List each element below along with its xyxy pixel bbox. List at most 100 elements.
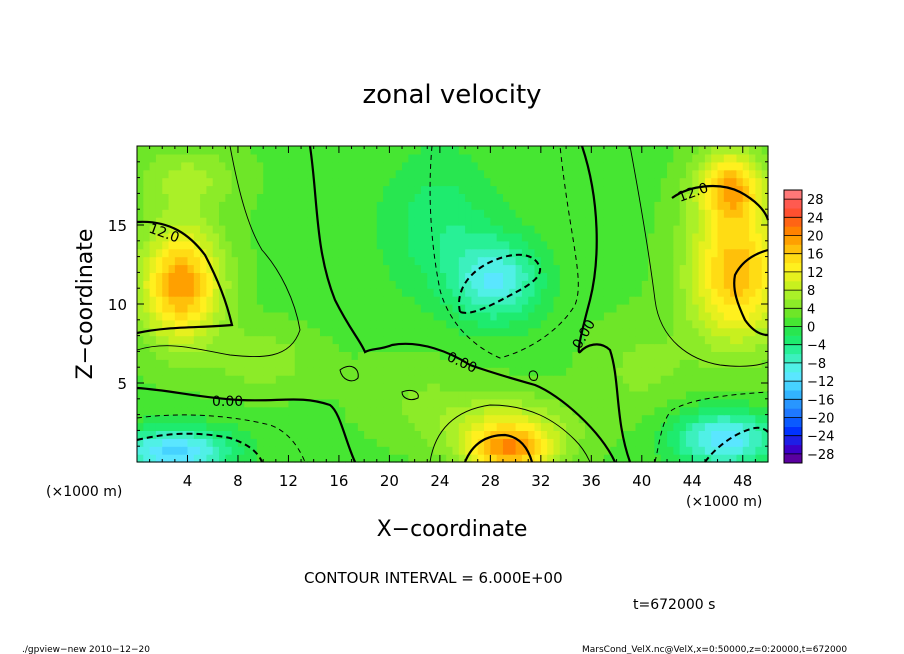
heatmap-cell <box>749 146 756 155</box>
heatmap-cell <box>187 201 195 210</box>
heatmap-cell <box>155 296 163 305</box>
heatmap-cell <box>730 232 738 242</box>
heatmap-cell <box>149 319 157 329</box>
heatmap-cell <box>603 169 611 179</box>
heatmap-cell <box>521 390 529 400</box>
heatmap-cell <box>452 256 460 266</box>
heatmap-cell <box>490 406 498 416</box>
heatmap-cell <box>742 438 750 447</box>
contour-neg-center <box>458 253 542 314</box>
heatmap-cell <box>465 240 473 250</box>
heatmap-cell <box>597 343 605 352</box>
heatmap-cell <box>704 304 712 313</box>
heatmap-cell <box>301 390 308 400</box>
heatmap-cell <box>225 367 233 376</box>
heatmap-cell <box>187 225 195 234</box>
heatmap-cell <box>155 193 163 202</box>
heatmap-cell <box>332 185 340 194</box>
heatmap-cell <box>433 193 441 202</box>
heatmap-cell <box>667 193 674 202</box>
heatmap-cell <box>162 375 170 384</box>
heatmap-cell <box>603 359 611 368</box>
heatmap-cell <box>433 185 441 194</box>
heatmap-cell <box>275 185 283 194</box>
heatmap-cell <box>471 311 479 321</box>
heatmap-cell <box>452 272 460 281</box>
heatmap-cell <box>679 398 687 408</box>
heatmap-cell <box>395 398 403 408</box>
heatmap-cell <box>326 177 334 187</box>
heatmap-cell <box>288 256 296 266</box>
x-tick-label: 12 <box>279 472 298 490</box>
heatmap-cell <box>357 201 365 210</box>
heatmap-cell <box>162 177 170 187</box>
heatmap-cell <box>566 248 573 258</box>
heatmap-cell <box>673 398 681 408</box>
heatmap-cell <box>578 351 586 360</box>
heatmap-cell <box>376 311 384 321</box>
heatmap-cell <box>452 438 460 447</box>
heatmap-cell <box>181 225 189 234</box>
heatmap-cell <box>648 201 656 210</box>
heatmap-cell <box>181 272 189 281</box>
heatmap-cell <box>553 311 561 321</box>
heatmap-cell <box>174 414 182 424</box>
heatmap-cell <box>540 288 548 297</box>
heatmap-cell <box>534 343 542 352</box>
heatmap-cell <box>332 375 340 384</box>
heatmap-cell <box>395 209 403 218</box>
heatmap-cell <box>414 304 422 313</box>
heatmap-cell <box>660 193 668 202</box>
heatmap-cell <box>269 383 277 392</box>
heatmap-cell <box>301 225 308 234</box>
heatmap-cell <box>383 398 390 408</box>
heatmap-cell <box>225 454 233 463</box>
heatmap-cell <box>137 446 144 455</box>
heatmap-cell <box>250 383 258 392</box>
heatmap-cell <box>256 351 264 360</box>
heatmap-cell <box>225 406 233 416</box>
heatmap-cell <box>439 414 447 424</box>
heatmap-cell <box>566 296 573 305</box>
heatmap-cell <box>484 225 491 234</box>
heatmap-cell <box>496 256 504 266</box>
heatmap-cell <box>641 296 649 305</box>
heatmap-cell <box>174 422 182 431</box>
heatmap-cell <box>635 161 643 171</box>
heatmap-cell <box>585 446 592 455</box>
heatmap-cell <box>749 240 756 250</box>
heatmap-cell <box>376 359 384 368</box>
heatmap-cell <box>685 240 693 250</box>
heatmap-cell <box>370 390 378 400</box>
heatmap-cell <box>137 296 144 305</box>
x-tick-label: 20 <box>380 472 399 490</box>
heatmap-cell <box>231 327 239 337</box>
heatmap-cell <box>452 240 460 250</box>
heatmap-cell <box>275 327 283 337</box>
heatmap-cell <box>174 296 182 305</box>
heatmap-cell <box>313 319 321 329</box>
heatmap-cell <box>603 240 611 250</box>
heatmap-cell <box>685 335 693 345</box>
heatmap-cell <box>585 201 592 210</box>
heatmap-cell <box>528 304 536 313</box>
heatmap-cell <box>509 201 517 210</box>
heatmap-cell <box>294 351 302 360</box>
heatmap-cell <box>641 414 649 424</box>
heatmap-cell <box>275 248 283 258</box>
heatmap-cell <box>717 296 725 305</box>
heatmap-cell <box>685 288 693 297</box>
heatmap-cell <box>446 225 454 234</box>
heatmap-cell <box>225 351 233 360</box>
heatmap-cell <box>181 375 189 384</box>
heatmap-cell <box>711 296 719 305</box>
heatmap-cell <box>313 161 321 171</box>
heatmap-cell <box>357 256 365 266</box>
heatmap-cell <box>603 367 611 376</box>
heatmap-cell <box>610 256 618 266</box>
heatmap-cell <box>654 296 662 305</box>
heatmap-cell <box>610 177 618 187</box>
heatmap-cell <box>187 406 195 416</box>
heatmap-cell <box>698 359 706 368</box>
heatmap-cell <box>326 438 334 447</box>
